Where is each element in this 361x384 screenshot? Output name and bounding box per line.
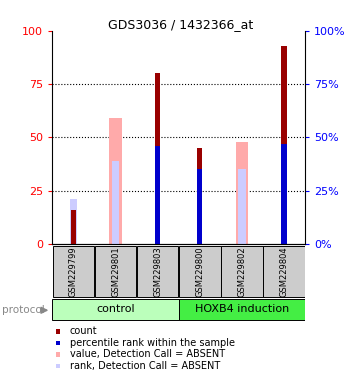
Text: GSM229804: GSM229804 (279, 247, 288, 297)
Bar (179, 246, 221, 297)
Bar (109, 118, 122, 244)
Text: GSM229799: GSM229799 (69, 247, 78, 297)
Text: count: count (70, 326, 97, 336)
Bar (155, 146, 160, 244)
Bar (238, 169, 245, 244)
Bar (263, 246, 305, 297)
Bar (95, 246, 136, 297)
Bar (53, 246, 94, 297)
Bar (155, 73, 160, 244)
Bar (236, 142, 248, 244)
Text: HOXB4 induction: HOXB4 induction (195, 304, 289, 314)
Bar (70, 199, 77, 244)
Text: GSM229801: GSM229801 (111, 247, 120, 297)
Bar (112, 161, 119, 244)
Bar (179, 300, 305, 319)
Text: protocol: protocol (2, 305, 44, 315)
Bar (197, 169, 202, 244)
Bar (282, 46, 287, 244)
Bar (197, 148, 202, 244)
Bar (282, 144, 287, 244)
Text: percentile rank within the sample: percentile rank within the sample (70, 338, 235, 348)
Text: GSM229800: GSM229800 (195, 247, 204, 297)
Text: GDS3036 / 1432366_at: GDS3036 / 1432366_at (108, 18, 253, 31)
Text: value, Detection Call = ABSENT: value, Detection Call = ABSENT (70, 349, 225, 359)
Bar (137, 246, 178, 297)
Text: rank, Detection Call = ABSENT: rank, Detection Call = ABSENT (70, 361, 220, 371)
Text: control: control (96, 304, 135, 314)
Text: GSM229802: GSM229802 (238, 247, 246, 297)
Bar (52, 300, 179, 319)
Bar (71, 210, 76, 244)
Text: GSM229803: GSM229803 (153, 246, 162, 297)
Bar (221, 246, 263, 297)
